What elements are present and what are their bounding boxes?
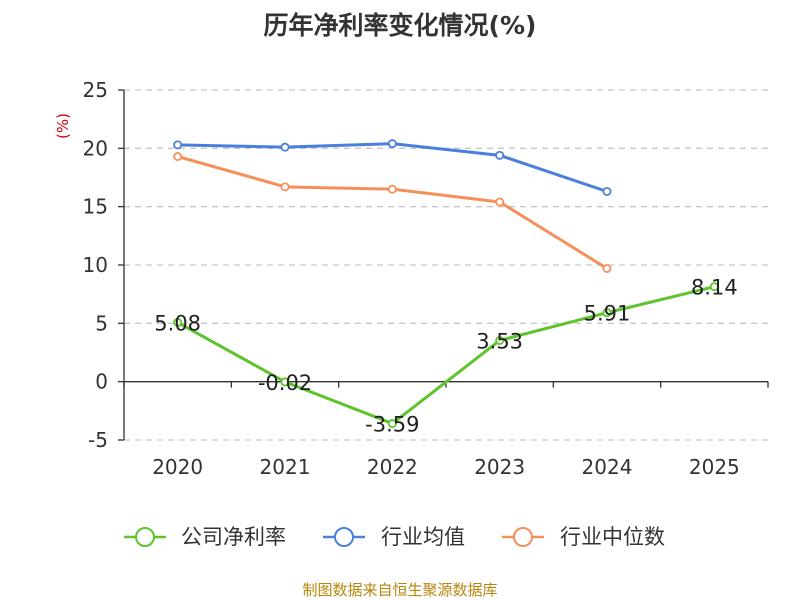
series-line-company xyxy=(176,285,715,426)
data-point-company xyxy=(280,377,290,387)
series-line-industry_median xyxy=(177,155,608,270)
data-point-industry_median xyxy=(602,263,612,273)
x-tick-label: 2022 xyxy=(367,455,418,479)
y-tick-label: 0 xyxy=(95,370,108,394)
data-point-industry_avg xyxy=(602,186,612,196)
x-tick-label: 2021 xyxy=(260,455,311,479)
data-point-company xyxy=(495,335,505,345)
data-point-company xyxy=(709,282,719,292)
data-label: -3.59 xyxy=(365,413,419,437)
data-point-company xyxy=(387,419,397,429)
legend-marker-icon xyxy=(513,527,533,547)
legend-label: 行业中位数 xyxy=(560,525,665,549)
y-tick-labels: -5 0 5 10 15 20 25 xyxy=(83,78,108,452)
data-point-industry_median xyxy=(173,151,183,161)
source-note: 制图数据来自恒生聚源数据库 xyxy=(302,581,497,599)
data-label: -0.02 xyxy=(258,371,312,395)
y-tick-label: 10 xyxy=(83,253,108,277)
y-tick-label: 5 xyxy=(95,311,108,335)
data-label: 3.53 xyxy=(476,329,523,353)
chart-title: 历年净利率变化情况(%) xyxy=(264,11,537,40)
x-tick-labels: 2020 2021 2022 2023 2024 2025 xyxy=(152,455,740,479)
data-point-industry_avg xyxy=(173,140,183,150)
x-tick-label: 2025 xyxy=(689,455,740,479)
series-layer xyxy=(173,139,719,429)
x-tick-label: 2020 xyxy=(152,455,203,479)
data-point-company xyxy=(173,317,183,327)
data-label: 5.08 xyxy=(154,311,201,335)
x-tick-label: 2023 xyxy=(474,455,525,479)
y-tick-label: 20 xyxy=(83,136,108,160)
data-point-industry_median xyxy=(280,182,290,192)
y-tick-label: -5 xyxy=(88,428,108,452)
legend-item-industry_median: 行业中位数 xyxy=(502,525,665,549)
legend-item-company: 公司净利率 xyxy=(124,525,286,549)
data-point-company xyxy=(602,308,612,318)
y-tick-label: 15 xyxy=(83,195,108,219)
legend-label: 公司净利率 xyxy=(181,525,286,549)
data-point-industry_avg xyxy=(495,150,505,160)
data-label: 5.91 xyxy=(584,302,631,326)
data-point-industry_median xyxy=(495,197,505,207)
x-tick-label: 2024 xyxy=(582,455,633,479)
data-labels: 5.08 -0.02 -3.59 3.53 5.91 8.14 xyxy=(154,276,737,437)
y-tick-label: 25 xyxy=(83,78,108,102)
legend: 公司净利率 行业均值 行业中位数 xyxy=(124,525,665,549)
legend-label: 行业均值 xyxy=(381,525,465,549)
data-point-industry_median xyxy=(387,184,397,194)
series-line-industry_avg xyxy=(177,142,608,193)
data-point-industry_avg xyxy=(387,139,397,149)
data-label: 8.14 xyxy=(691,276,738,300)
data-point-industry_avg xyxy=(280,142,290,152)
legend-item-industry_avg: 行业均值 xyxy=(323,525,465,549)
legend-marker-icon xyxy=(135,527,155,547)
y-axis-unit-label: (%) xyxy=(54,113,72,139)
legend-marker-icon xyxy=(334,527,354,547)
